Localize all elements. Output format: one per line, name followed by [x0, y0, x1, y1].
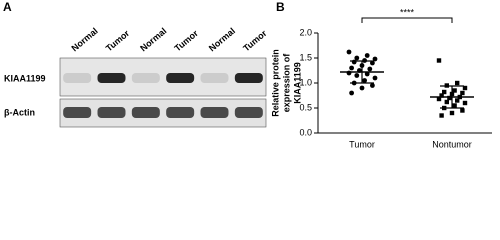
band: [97, 107, 126, 118]
panel-label: B: [276, 0, 285, 14]
point: [462, 85, 468, 91]
point: [455, 98, 460, 103]
significance-bracket: [361, 17, 453, 23]
x-tick-label: Tumor: [349, 139, 375, 149]
panel-label: A: [3, 0, 12, 14]
point: [455, 80, 460, 86]
point: [447, 95, 452, 101]
band: [97, 73, 126, 83]
y-tick-label: 1.0: [299, 77, 312, 87]
lane-label: Tumor: [241, 28, 269, 54]
band: [200, 73, 229, 83]
y-tick-label: 1.5: [299, 52, 312, 62]
point: [351, 59, 357, 65]
point: [349, 65, 354, 71]
lane-label: Tumor: [104, 28, 132, 54]
point: [364, 71, 370, 77]
point: [436, 58, 442, 63]
point: [442, 89, 447, 95]
band: [234, 73, 263, 83]
point: [349, 90, 354, 96]
x-tick-label: Nontumor: [432, 139, 472, 149]
point: [370, 83, 375, 88]
lane-label: Normal: [207, 26, 237, 54]
row-label: β-Actin: [4, 107, 35, 117]
row-label: KIAA1199: [4, 73, 46, 83]
point: [449, 110, 455, 116]
point: [452, 103, 457, 108]
band: [166, 73, 195, 83]
point: [364, 53, 370, 58]
y-tick-label: 2.0: [299, 27, 312, 37]
point: [354, 55, 360, 61]
point: [372, 56, 378, 62]
band: [63, 73, 92, 83]
significance-label: ****: [400, 7, 415, 17]
point: [372, 75, 378, 81]
blot-actin: [59, 98, 267, 128]
blot-kiaa1199: [59, 57, 267, 97]
lane-label: Tumor: [173, 28, 201, 54]
point: [439, 93, 444, 98]
y-tick-label: 0.5: [299, 102, 312, 112]
lane-label: Normal: [138, 26, 168, 54]
point: [362, 78, 367, 83]
band: [166, 107, 195, 118]
lane-label: Normal: [70, 26, 100, 54]
band: [234, 107, 263, 118]
point: [367, 66, 373, 72]
point: [444, 99, 449, 105]
point: [439, 113, 444, 118]
band: [63, 107, 92, 118]
y-axis-label: expression of: [281, 53, 291, 113]
band: [131, 107, 160, 118]
figure: A B Normal Tumor Normal Tumor Normal TumorKIA…: [3, 0, 492, 149]
band: [131, 73, 160, 83]
y-axis-label: KIAA1199: [292, 62, 302, 104]
point: [359, 85, 365, 91]
point: [460, 90, 465, 96]
point: [354, 73, 360, 78]
y-tick-label: 0.0: [299, 127, 312, 137]
point: [436, 96, 442, 102]
point: [346, 49, 352, 55]
y-axis-label: Relative protein: [270, 49, 280, 117]
point: [370, 60, 375, 66]
point: [452, 88, 457, 93]
point: [460, 108, 465, 113]
band: [200, 107, 229, 118]
point: [462, 100, 468, 106]
